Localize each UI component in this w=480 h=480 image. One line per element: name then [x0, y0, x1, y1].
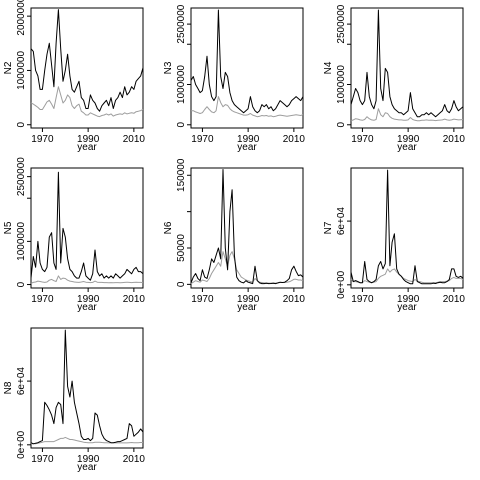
x-tick-label: 2010 [123, 134, 146, 145]
plot-frame [30, 167, 144, 289]
chart-panel-n4: 1970 1990 2010 0 1000000 2500000 year N4 [323, 4, 465, 153]
x-tick-label: 1970 [351, 134, 374, 145]
x-tick-label: 2010 [283, 294, 306, 305]
y-tick-label: 2500000 [176, 4, 187, 43]
y-tick-label: 1000000 [16, 51, 27, 90]
plot-frame [350, 167, 464, 289]
x-tick-label: 2010 [123, 454, 146, 465]
plot-frame [30, 327, 144, 449]
series-line-0 [350, 9, 464, 118]
plot-frame [190, 7, 304, 129]
x-tick-label: 1990 [77, 134, 100, 145]
x-tick-label: 2010 [283, 134, 306, 145]
series-line-1 [30, 275, 144, 284]
x-tick-label: 1970 [31, 134, 54, 145]
plot-frame [190, 167, 304, 289]
series-line-0 [30, 171, 144, 281]
x-tick-label: 1970 [31, 454, 54, 465]
x-tick-label: 1990 [397, 294, 420, 305]
series-line-0 [350, 169, 464, 285]
x-tick-label: 1990 [237, 134, 260, 145]
series-line-0 [30, 329, 144, 445]
x-axis-label: year [397, 142, 417, 153]
x-tick-label: 1970 [31, 294, 54, 305]
series-line-0 [190, 169, 304, 285]
x-tick-label: 1990 [237, 294, 260, 305]
x-tick-label: 2010 [443, 134, 466, 145]
y-tick-label: 2500000 [336, 4, 347, 43]
x-tick-label: 1970 [191, 134, 214, 145]
y-tick-label: 0e+00 [16, 430, 27, 459]
y-tick-label: 0 [336, 122, 347, 128]
series-line-1 [350, 108, 464, 122]
x-axis-label: year [397, 302, 417, 313]
x-axis-label: year [77, 302, 97, 313]
y-axis-label: N6 [163, 221, 174, 234]
y-tick-label: 0 [176, 122, 187, 128]
x-tick-label: 1970 [191, 294, 214, 305]
y-tick-label: 2000000 [16, 0, 27, 36]
y-axis-label: N5 [3, 221, 14, 234]
chart-panel-n6: 1970 1990 2010 0 50000 150000 year N6 [163, 158, 305, 313]
y-tick-label: 150000 [176, 158, 187, 192]
x-axis-label: year [77, 462, 97, 473]
y-tick-label: 6e+04 [336, 207, 347, 236]
series-line-1 [30, 86, 144, 118]
series-line-1 [190, 251, 304, 285]
x-tick-label: 2010 [123, 294, 146, 305]
y-tick-label: 0 [176, 281, 187, 287]
plot-frame [30, 7, 144, 129]
series-line-1 [31, 436, 143, 445]
series-line-0 [30, 9, 144, 112]
y-axis-label: N8 [3, 381, 14, 394]
y-axis-label: N3 [163, 61, 174, 74]
y-axis-label: N4 [323, 61, 334, 74]
y-axis-label: N7 [323, 221, 334, 234]
y-tick-label: 1000000 [16, 221, 27, 260]
x-tick-label: 1970 [351, 294, 374, 305]
y-tick-label: 1000000 [336, 65, 347, 104]
y-tick-label: 6e+04 [16, 367, 27, 396]
x-tick-label: 2010 [443, 294, 466, 305]
y-axis-label: N2 [3, 61, 14, 74]
y-tick-label: 0e+00 [336, 270, 347, 299]
y-tick-label: 50000 [176, 234, 187, 262]
x-axis-label: year [237, 142, 257, 153]
chart-panel-n8: 1970 1990 2010 0e+00 6e+04 year N8 [3, 327, 146, 473]
x-axis-label: year [237, 302, 257, 313]
chart-panel-n3: 1970 1990 2010 0 1000000 2500000 year N3 [163, 4, 305, 153]
x-axis-label: year [77, 142, 97, 153]
chart-panel-n7: 1970 1990 2010 0e+00 6e+04 year N7 [323, 167, 466, 313]
y-tick-label: 0 [16, 281, 27, 287]
x-tick-label: 1990 [77, 294, 100, 305]
x-tick-label: 1990 [77, 454, 100, 465]
x-tick-label: 1990 [397, 134, 420, 145]
y-tick-label: 1000000 [176, 65, 187, 104]
series-line-0 [190, 9, 304, 114]
chart-panel-n2: 1970 1990 2010 0 1000000 2000000 year N2 [3, 0, 145, 153]
y-tick-label: 0 [16, 122, 27, 128]
y-tick-label: 2500000 [16, 157, 27, 196]
series-line-1 [191, 96, 304, 118]
chart-panel-n5: 1970 1990 2010 0 1000000 2500000 year N5 [3, 157, 145, 313]
plot-frame [350, 7, 464, 129]
